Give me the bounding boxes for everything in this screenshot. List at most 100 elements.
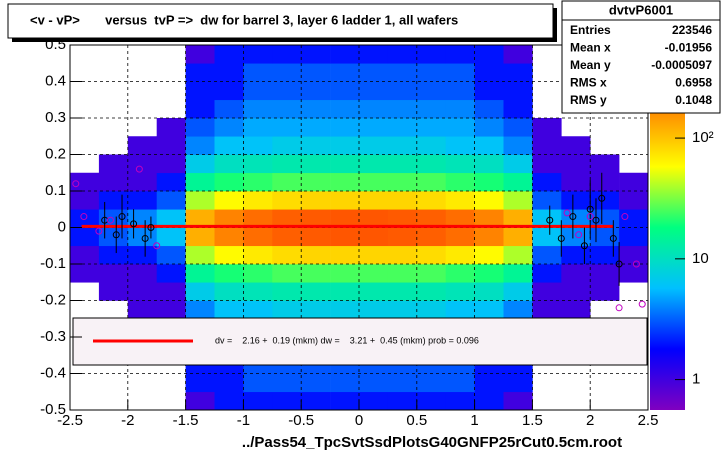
heat-cell (445, 154, 475, 174)
heat-cell (416, 154, 446, 174)
heat-cell (445, 300, 475, 320)
heat-cell (445, 172, 475, 192)
y-tick-label: 0.3 (45, 109, 66, 126)
heat-cell (474, 227, 504, 247)
footer: ../Pass54_TpcSvtSsdPlotsG40GNFP25rCut0.5… (242, 434, 622, 451)
heat-cell (243, 373, 273, 393)
heat-cell (127, 264, 157, 283)
profile-point (586, 205, 594, 213)
heat-cell (561, 282, 591, 301)
heat-cell (272, 209, 302, 228)
y-tick-label: 0.1 (45, 182, 66, 199)
heat-cell (185, 99, 215, 119)
heat-cell (243, 136, 273, 155)
x-tick-label: -2 (121, 412, 134, 429)
heat-cell (532, 172, 562, 192)
heat-cell (272, 264, 302, 283)
heat-cell (387, 81, 418, 101)
heat-cell (185, 264, 215, 283)
stats-value: 0.1048 (675, 93, 712, 107)
heat-cell (474, 391, 504, 411)
heat-cell (98, 172, 129, 192)
heat-cell (301, 245, 331, 265)
x-tick-label: -0.5 (288, 412, 314, 429)
y-tick-label: 0.2 (45, 145, 66, 162)
heat-cell (98, 264, 129, 283)
y-tick-label: 0.4 (45, 72, 66, 89)
heat-cell (185, 81, 215, 101)
heat-cell (330, 264, 360, 283)
heat-cell (387, 300, 418, 320)
heat-cell (330, 227, 360, 247)
heat-cell (619, 209, 649, 228)
profile-point (112, 231, 120, 239)
stats-value: -0.0005097 (651, 58, 712, 72)
heat-cell (301, 99, 331, 119)
heat-cell (387, 136, 418, 155)
heat-cell (416, 63, 446, 82)
heat-cell (214, 391, 244, 411)
heat-cell (416, 209, 446, 228)
heat-cell (416, 282, 446, 301)
point (72, 180, 80, 188)
heat-cell (330, 136, 360, 155)
heat-cell (156, 227, 186, 247)
heat-cell (387, 264, 418, 283)
heat-cell (474, 209, 504, 228)
heat-cell (301, 373, 331, 393)
x-tick-label: 1.5 (522, 412, 543, 429)
heat-cell (243, 282, 273, 301)
heat-cell (301, 191, 331, 210)
heat-cell (330, 172, 360, 192)
heat-cell (445, 136, 475, 155)
heat-cell (98, 191, 129, 210)
heat-cell (445, 245, 475, 265)
heat-cell (503, 191, 533, 210)
heat-cell (156, 245, 186, 265)
point (632, 260, 640, 268)
heat-cell (445, 118, 475, 137)
heat-cell (214, 282, 244, 301)
heat-cell (387, 373, 418, 393)
heat-cell (98, 282, 129, 301)
heat-cell (416, 391, 446, 411)
heat-cell (272, 136, 302, 155)
heat-cell (503, 373, 533, 393)
heat-cell (214, 300, 244, 320)
stats-label: RMS x (570, 76, 607, 90)
heat-cell (214, 136, 244, 155)
heat-cell (359, 282, 389, 301)
stats-label: Entries (570, 23, 611, 37)
heat-cell (243, 245, 273, 265)
heat-cell (503, 63, 533, 82)
heat-cell (474, 282, 504, 301)
heat-cell (272, 191, 302, 210)
y-tick-label: -0.4 (40, 364, 66, 381)
heat-cell (156, 264, 186, 283)
heat-cell (590, 264, 620, 283)
heat-cell (185, 209, 215, 228)
heat-cell (561, 191, 591, 210)
heat-cell (445, 81, 475, 101)
profile-point (569, 213, 577, 221)
heat-cell (156, 300, 186, 320)
heat-cell (416, 136, 446, 155)
point (106, 216, 114, 224)
heat-cell (503, 172, 533, 192)
heat-cell (359, 81, 389, 101)
x-tick-label: 0 (355, 412, 363, 429)
x-tick-label: -1.5 (173, 412, 199, 429)
heat-cell (70, 227, 100, 247)
heat-cell (243, 63, 273, 82)
heat-cell (590, 245, 620, 265)
heat-cell (416, 172, 446, 192)
heat-cell (272, 227, 302, 247)
heat-cell (359, 264, 389, 283)
heat-cell (387, 227, 418, 247)
heat-cell (474, 81, 504, 101)
heat-cell (359, 154, 389, 174)
heat-cell (156, 154, 186, 174)
z-tick-label: 10² (692, 129, 714, 146)
heat-cell (214, 63, 244, 82)
stats-value: 223546 (672, 23, 712, 37)
